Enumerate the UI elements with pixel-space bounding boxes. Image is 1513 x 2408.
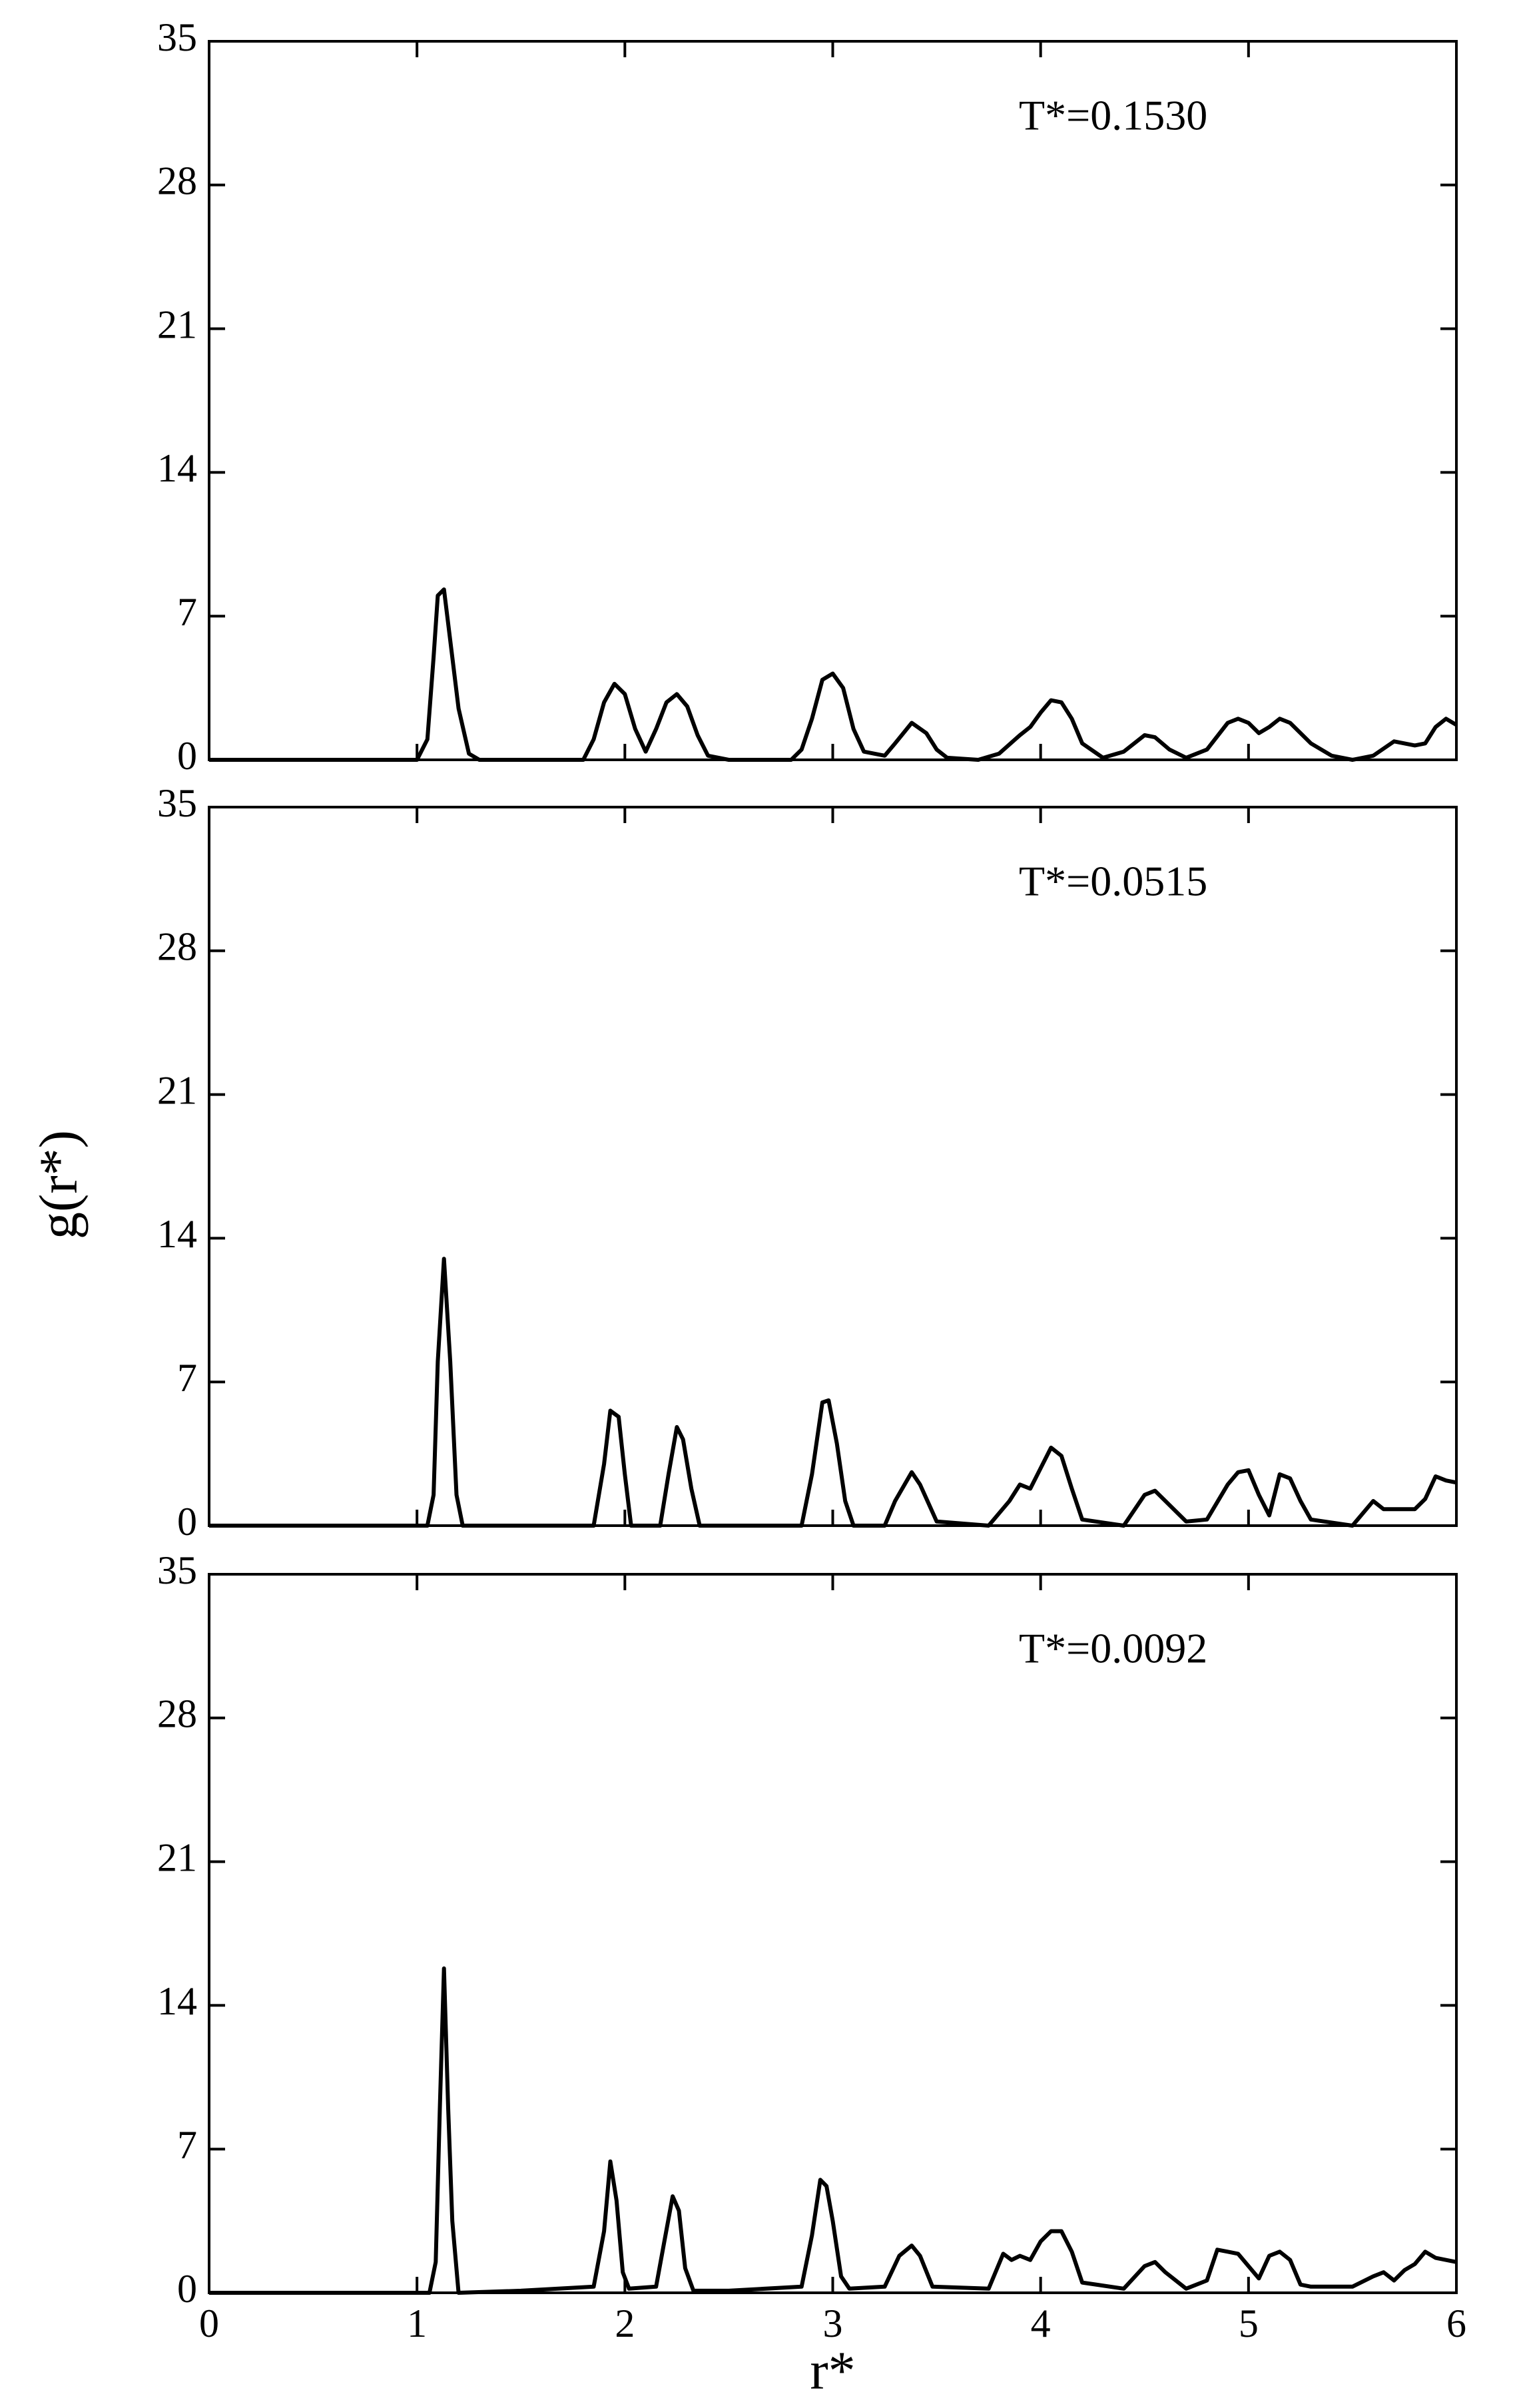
y-tick-label: 14 [157,1212,197,1256]
annotation: T*=0.0515 [1019,858,1207,905]
x-axis-label: r* [810,2340,855,2401]
annotation: T*=0.0092 [1019,1625,1207,1672]
x-tick-label: 2 [615,2301,635,2345]
data-line [209,1966,1457,2295]
y-tick-label: 35 [157,15,197,59]
y-axis-label: g(r*) [28,1130,89,1239]
annotation: T*=0.1530 [1019,92,1207,139]
x-tick-label: 1 [407,2301,427,2345]
y-tick-label: 21 [157,1835,197,1879]
x-tick-label: 0 [199,2301,219,2345]
y-tick-label: 35 [157,781,197,825]
x-tick-label: 4 [1031,2301,1051,2345]
y-tick-label: 21 [157,1068,197,1112]
y-tick-label: 35 [157,1548,197,1592]
y-tick-label: 7 [177,1356,197,1400]
plot-frame [208,40,1458,761]
y-tick-label: 0 [177,734,197,778]
y-tick-label: 28 [157,159,197,203]
data-line [209,587,1458,762]
y-tick-label: 7 [177,590,197,634]
y-tick-label: 28 [157,925,197,969]
y-tick-label: 7 [177,2123,197,2167]
x-tick-label: 3 [823,2301,843,2345]
y-tick-label: 0 [177,2267,197,2311]
data-line [209,1257,1457,1528]
y-tick-label: 28 [157,1692,197,1736]
y-tick-label: 21 [157,302,197,346]
x-tick-label: 6 [1446,2301,1466,2345]
y-tick-label: 14 [157,446,197,490]
x-tick-label: 5 [1239,2301,1259,2345]
y-tick-label: 14 [157,1979,197,2023]
plot-frame [208,1573,1458,2294]
y-tick-label: 0 [177,1500,197,1544]
